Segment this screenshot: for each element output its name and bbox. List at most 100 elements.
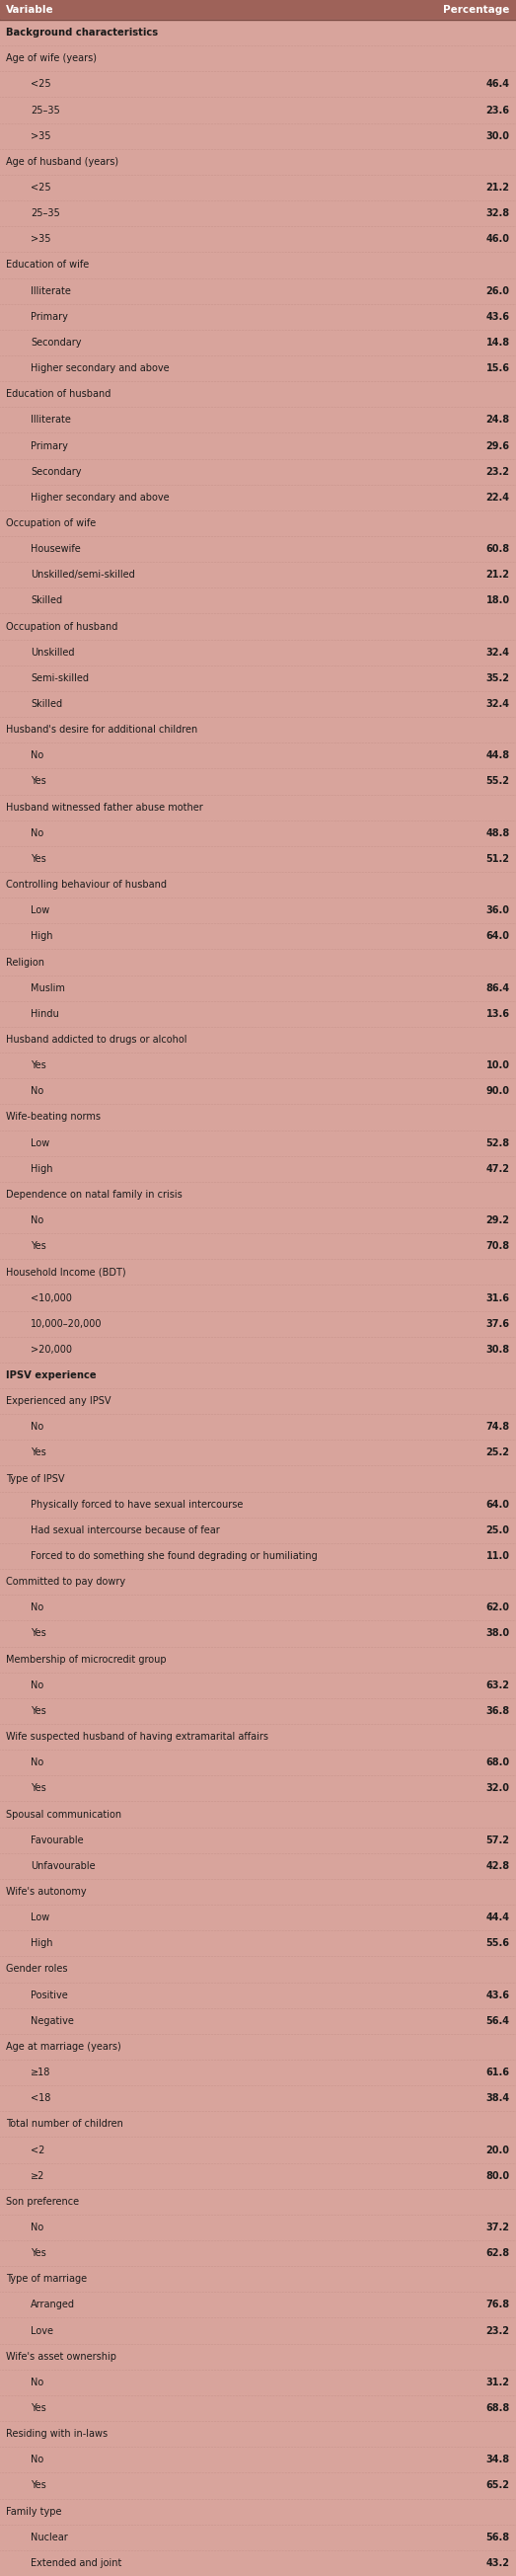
- Text: 47.2: 47.2: [486, 1164, 510, 1175]
- Text: No: No: [31, 1216, 44, 1226]
- Text: Primary: Primary: [31, 312, 68, 322]
- Text: Negative: Negative: [31, 2017, 74, 2025]
- Text: 25.2: 25.2: [486, 1448, 510, 1458]
- Bar: [0, 1363, 516, 1388]
- Bar: [0, 1955, 516, 1981]
- Bar: [0, 2396, 516, 2421]
- Text: 62.0: 62.0: [486, 1602, 510, 1613]
- Text: Age of husband (years): Age of husband (years): [6, 157, 119, 167]
- Text: IPSV experience: IPSV experience: [6, 1370, 96, 1381]
- Bar: [0, 2112, 516, 2138]
- Text: Yes: Yes: [31, 1628, 46, 1638]
- Bar: [0, 1414, 516, 1440]
- Text: >20,000: >20,000: [31, 1345, 72, 1355]
- Text: <2: <2: [31, 2146, 45, 2156]
- Text: Yes: Yes: [31, 855, 46, 863]
- Bar: [0, 1466, 516, 1492]
- Bar: [0, 871, 516, 896]
- Text: Yes: Yes: [31, 2403, 46, 2414]
- Bar: [0, 1182, 516, 1208]
- Bar: [0, 951, 516, 976]
- Bar: [0, 2421, 516, 2447]
- Bar: [0, 587, 516, 613]
- Text: 35.2: 35.2: [486, 672, 510, 683]
- Text: Physically forced to have sexual intercourse: Physically forced to have sexual interco…: [31, 1499, 244, 1510]
- Bar: [0, 1749, 516, 1775]
- Text: Skilled: Skilled: [31, 595, 62, 605]
- Text: Skilled: Skilled: [31, 698, 62, 708]
- Text: 68.8: 68.8: [486, 2403, 510, 2414]
- Text: 43.2: 43.2: [486, 2558, 510, 2568]
- Bar: [0, 72, 516, 98]
- Bar: [0, 1543, 516, 1569]
- Bar: [0, 2447, 516, 2473]
- Bar: [0, 46, 516, 72]
- Text: 68.0: 68.0: [486, 1757, 510, 1767]
- Text: Variable: Variable: [6, 5, 54, 15]
- Bar: [0, 793, 516, 819]
- Text: 48.8: 48.8: [486, 827, 510, 837]
- Text: 74.8: 74.8: [486, 1422, 510, 1432]
- Text: 52.8: 52.8: [486, 1139, 510, 1149]
- Text: Low: Low: [31, 1911, 50, 1922]
- Text: 32.0: 32.0: [486, 1783, 510, 1793]
- Bar: [0, 227, 516, 252]
- Text: 15.6: 15.6: [486, 363, 510, 374]
- Text: 64.0: 64.0: [486, 933, 510, 940]
- Text: 25–35: 25–35: [31, 106, 60, 116]
- Text: Yes: Yes: [31, 1705, 46, 1716]
- Text: Committed to pay dowry: Committed to pay dowry: [6, 1577, 126, 1587]
- Text: Illiterate: Illiterate: [31, 286, 71, 296]
- Text: Type of IPSV: Type of IPSV: [6, 1473, 65, 1484]
- Bar: [0, 1285, 516, 1311]
- Bar: [0, 976, 516, 1002]
- Text: Had sexual intercourse because of fear: Had sexual intercourse because of fear: [31, 1525, 220, 1535]
- Text: 56.8: 56.8: [486, 2532, 510, 2543]
- Bar: [0, 2318, 516, 2344]
- Text: No: No: [31, 1757, 44, 1767]
- Text: Son preference: Son preference: [6, 2197, 79, 2208]
- Text: Husband addicted to drugs or alcohol: Husband addicted to drugs or alcohol: [6, 1036, 187, 1046]
- Text: No: No: [31, 2378, 44, 2388]
- Text: Wife suspected husband of having extramarital affairs: Wife suspected husband of having extrama…: [6, 1731, 269, 1741]
- Text: 29.6: 29.6: [486, 440, 510, 451]
- Bar: [0, 2293, 516, 2318]
- Bar: [0, 2035, 516, 2061]
- Text: Housewife: Housewife: [31, 544, 81, 554]
- Bar: [0, 149, 516, 175]
- Text: Unfavourable: Unfavourable: [31, 1860, 95, 1870]
- Bar: [0, 1698, 516, 1723]
- Text: 55.2: 55.2: [486, 775, 510, 786]
- Text: Type of marriage: Type of marriage: [6, 2275, 87, 2285]
- Bar: [0, 1595, 516, 1620]
- Text: Yes: Yes: [31, 2481, 46, 2491]
- Text: 80.0: 80.0: [486, 2172, 510, 2182]
- Text: 61.6: 61.6: [486, 2069, 510, 2076]
- Text: 37.6: 37.6: [486, 1319, 510, 1329]
- Text: Education of husband: Education of husband: [6, 389, 111, 399]
- Text: Favourable: Favourable: [31, 1834, 84, 1844]
- Text: Secondary: Secondary: [31, 337, 82, 348]
- Bar: [0, 1672, 516, 1698]
- Text: Higher secondary and above: Higher secondary and above: [31, 363, 170, 374]
- Text: ≥18: ≥18: [31, 2069, 51, 2076]
- Text: High: High: [31, 1940, 53, 1947]
- Text: Total number of children: Total number of children: [6, 2120, 123, 2130]
- Bar: [0, 562, 516, 587]
- Bar: [0, 252, 516, 278]
- Text: Illiterate: Illiterate: [31, 415, 71, 425]
- Text: 34.8: 34.8: [486, 2455, 510, 2465]
- Text: 23.6: 23.6: [486, 106, 510, 116]
- Text: 31.6: 31.6: [486, 1293, 510, 1303]
- Bar: [0, 1646, 516, 1672]
- Bar: [0, 1440, 516, 1466]
- Text: 44.4: 44.4: [486, 1911, 510, 1922]
- Text: 32.4: 32.4: [486, 698, 510, 708]
- Text: Secondary: Secondary: [31, 466, 82, 477]
- Text: Primary: Primary: [31, 440, 68, 451]
- Text: Religion: Religion: [6, 958, 45, 966]
- Bar: [0, 1878, 516, 1904]
- Text: 65.2: 65.2: [486, 2481, 510, 2491]
- Text: 18.0: 18.0: [486, 595, 510, 605]
- Text: 32.4: 32.4: [486, 647, 510, 657]
